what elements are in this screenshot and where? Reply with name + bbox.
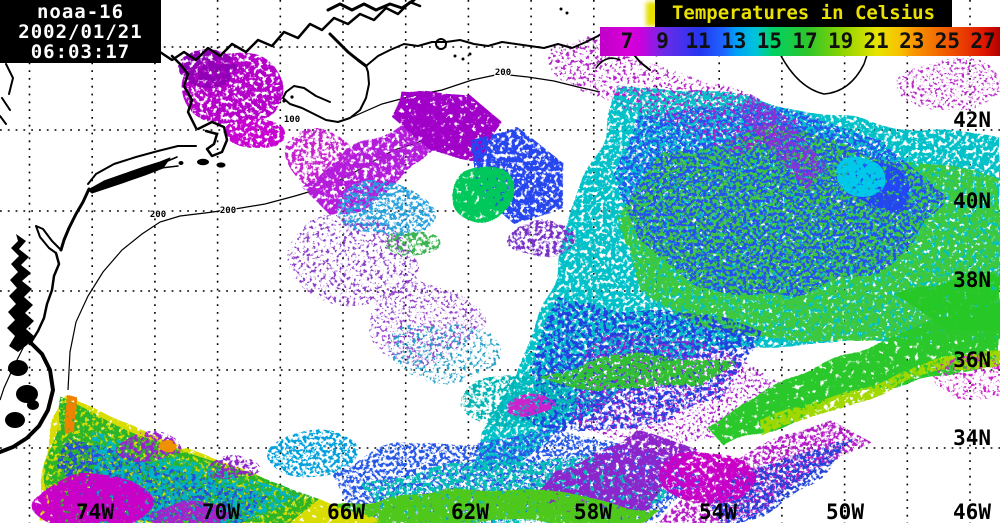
depth-contour-label: 200 <box>495 68 511 78</box>
below-band-blue <box>700 435 850 523</box>
colorbar-tick: 11 <box>685 29 711 53</box>
new-jersey-coast <box>59 187 91 252</box>
nova-scotia-southwest-tip <box>282 65 370 123</box>
satellite-name: noaa-16 <box>36 1 125 23</box>
sable-island-squiggle <box>595 57 621 69</box>
longitude-label: 46W <box>953 500 991 523</box>
colorbar-tick: 27 <box>970 29 996 53</box>
delaware-bay <box>35 225 62 254</box>
pamlico-sound-shores <box>5 360 39 428</box>
colorbar-tick: 19 <box>827 29 854 53</box>
long-island <box>87 157 171 194</box>
delmarva-coast <box>28 251 61 346</box>
acquisition-date: 2002/01/21 <box>18 21 143 43</box>
cape-cod-hook <box>196 120 229 158</box>
top-right-specks <box>898 55 1000 115</box>
connecticut-coast <box>87 145 197 185</box>
bottom-green-edge <box>330 490 660 523</box>
colorbar-tick: 15 <box>756 29 783 53</box>
temperature-colorbar: 7 9 11 13 15 17 19 21 23 25 27 <box>600 27 1000 56</box>
wedge-orange-spot <box>157 438 175 450</box>
depth-contour-label: 100 <box>284 115 300 125</box>
right-magenta-specks <box>930 348 1000 396</box>
scotian-shelf-cold <box>222 115 282 145</box>
slope-magenta-sliver <box>506 397 558 419</box>
colorbar-tick: 21 <box>863 29 889 53</box>
longitude-label: 58W <box>574 500 612 523</box>
graticule-labels: 42N 40N 38N 36N 34N 74W 70W 66W 62W 58W 54W 50W 46W <box>76 108 991 523</box>
colorbar-tick: 17 <box>792 29 818 53</box>
left-edge-coast-fragments <box>0 63 14 125</box>
cold-streamer <box>506 218 574 258</box>
latitude-label: 40N <box>953 189 991 213</box>
slope-specks-2 <box>390 320 500 380</box>
halifax-island <box>435 38 447 50</box>
colorbar-tick: 7 <box>620 29 634 53</box>
longitude-label: 66W <box>327 500 365 523</box>
bottom-magenta-blob <box>660 448 752 504</box>
outer-banks-coast <box>0 340 55 454</box>
latitude-label: 36N <box>953 348 991 372</box>
colorbar-tick: 13 <box>721 29 747 53</box>
eddy-tail <box>872 192 916 214</box>
legend-title: Temperatures in Celsius <box>655 0 952 27</box>
colorbar-tick: 25 <box>934 29 961 53</box>
longitude-label: 62W <box>451 500 489 523</box>
latitude-label: 34N <box>953 426 991 450</box>
wedge-purple-1 <box>116 435 184 465</box>
maine-newbrunswick-coast <box>158 0 422 62</box>
nearfield-green-band <box>540 352 740 392</box>
sst-data-field <box>33 36 1000 523</box>
info-box: noaa-16 2002/01/21 06:03:17 <box>0 0 161 63</box>
georges-green <box>446 165 518 219</box>
massachusetts-coast <box>170 54 198 130</box>
colorbar-tick: 23 <box>899 29 925 53</box>
colorbar-tick: 9 <box>656 29 669 53</box>
longitude-label: 74W <box>76 500 114 523</box>
field-blue <box>610 100 950 300</box>
scotian-contour-200m <box>349 73 601 119</box>
right-edge-green <box>900 272 1000 330</box>
wedge-magenta-blob <box>33 480 157 523</box>
wedge-magenta-blob2 <box>148 502 232 523</box>
coastal-cyan-34n <box>264 430 360 474</box>
long-island-forks <box>160 156 179 169</box>
contour-depth-labels: 200 200 200 100 <box>149 67 512 221</box>
midshelf-specks <box>290 220 414 304</box>
small-islands <box>282 7 569 103</box>
longitude-label: 50W <box>826 500 864 523</box>
hatteras-orange-strip <box>62 390 75 434</box>
wedge-purple-2 <box>207 459 263 485</box>
acquisition-time: 06:03:17 <box>30 41 131 63</box>
latitude-label: 42N <box>953 108 991 132</box>
longitude-label: 54W <box>699 500 737 523</box>
depth-contour-label: 200 <box>150 210 166 220</box>
southern-new-england-islands <box>178 158 226 168</box>
latitude-label: 38N <box>953 268 991 292</box>
sable-bank-contour <box>743 0 869 95</box>
longitude-label: 70W <box>202 500 240 523</box>
chesapeake-bay-shore <box>7 234 35 352</box>
warm-eddy-core <box>836 158 884 194</box>
coastline <box>0 0 651 454</box>
depth-contour-label: 200 <box>220 206 236 216</box>
nova-scotia-north-shore <box>326 0 416 12</box>
hatteras-south-contour <box>0 337 29 401</box>
ne-purple-streak <box>740 96 830 196</box>
nova-scotia-fundy-shore <box>328 32 368 68</box>
